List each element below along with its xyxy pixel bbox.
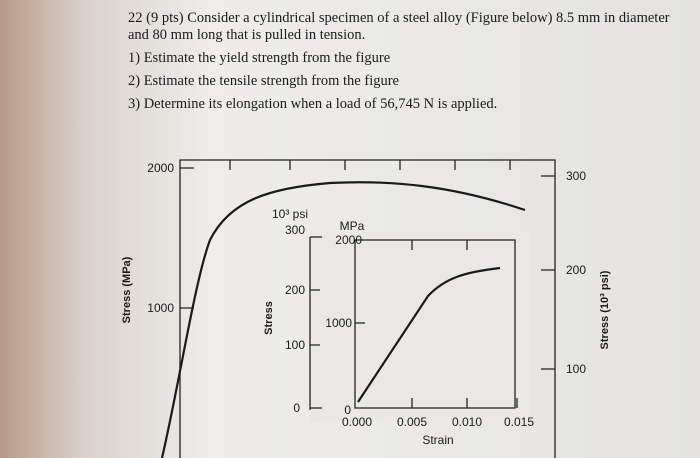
y-tick-label: 1000	[147, 301, 174, 315]
y2-axis-label: Stress (10³ psi)	[599, 270, 611, 349]
main-curve	[160, 181, 526, 458]
question-line: 1) Estimate the yield strength from the …	[128, 50, 390, 66]
inset-background	[310, 232, 530, 422]
inset-x-label: Strain	[422, 433, 453, 447]
inset-psi-tick: 200	[285, 283, 305, 297]
y2-tick-label: 100	[566, 362, 586, 376]
question-line: 3) Determine its elongation when a load …	[128, 96, 497, 112]
question-line: 2) Estimate the tensile strength from th…	[128, 73, 399, 89]
inset-psi-tick: 0	[293, 401, 300, 415]
inset-psi-tick: 100	[285, 338, 305, 352]
figure: 2000 1000 300 200 100 Stress (MPa) Stres…	[121, 159, 611, 458]
inset-mpa-tick: 1000	[325, 316, 352, 330]
inset-frame	[354, 239, 516, 409]
inset-curve	[357, 266, 501, 403]
inset-mpa-tick: 0	[344, 403, 351, 417]
inset-mpa-unit: MPa	[340, 219, 365, 233]
inset-x-tick: 0.010	[452, 415, 482, 429]
y2-tick-label: 200	[566, 263, 586, 277]
inset-mpa-tick: 2000	[335, 233, 362, 247]
inset-psi-tick: 300	[285, 223, 305, 237]
main-frame	[179, 159, 556, 458]
question-line: 22 (9 pts) Consider a cylindrical specim…	[128, 10, 670, 26]
y-tick-label: 2000	[147, 161, 174, 175]
inset-x-tick: 0.015	[504, 415, 534, 429]
y-axis-label: Stress (MPa)	[121, 256, 133, 323]
inset-x-tick: 0.005	[397, 415, 427, 429]
question-line: and 80 mm long that is pulled in tension…	[128, 27, 365, 43]
inset-ticks	[310, 236, 518, 409]
main-ticks	[180, 160, 555, 370]
y2-tick-label: 300	[566, 169, 586, 183]
inset-y-label: Stress	[263, 301, 275, 335]
inset-x-tick: 0.000	[342, 415, 372, 429]
inset-psi-unit: 10³ psi	[272, 207, 308, 221]
